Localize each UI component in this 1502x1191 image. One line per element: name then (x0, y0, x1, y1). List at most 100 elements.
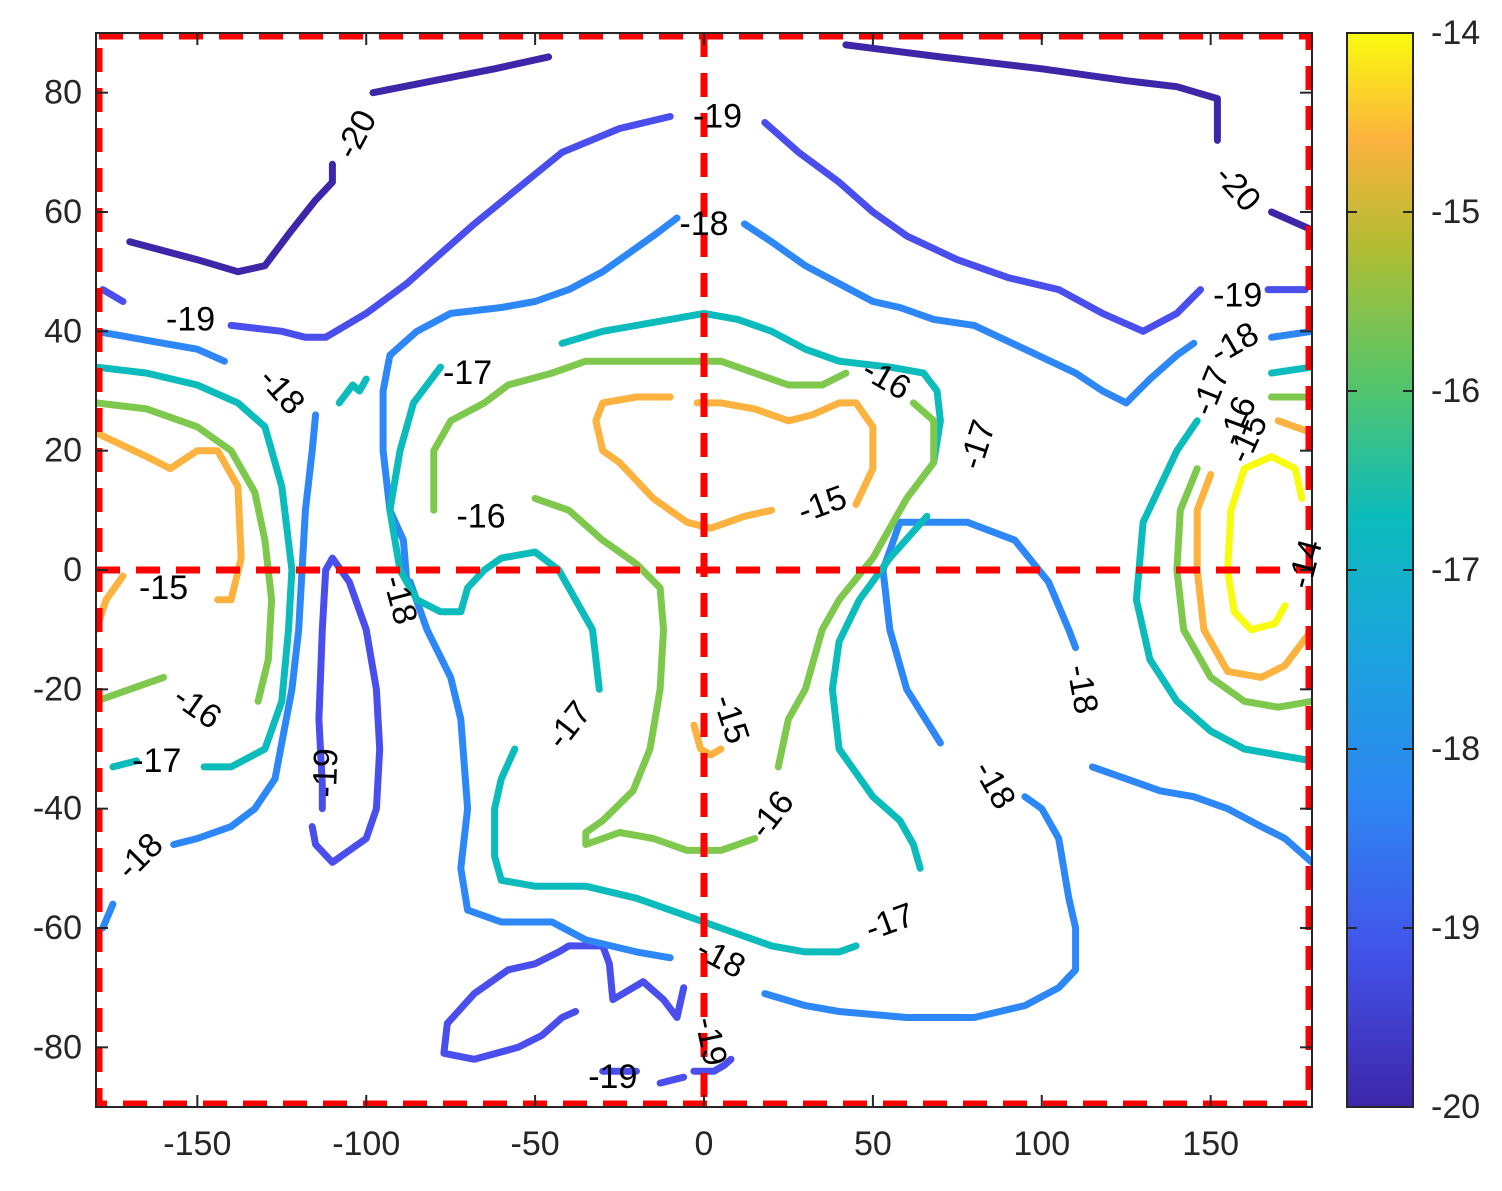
contour-line (126, 160, 336, 276)
contour-line (430, 357, 850, 514)
contour-line (1193, 471, 1312, 681)
axes: -150 -100 -50 0 50 100 150 -80 -60 -40 -20 0 20 40 60 8… (33, 32, 1313, 1163)
contour-label: -15 (705, 690, 756, 748)
contour-line (1088, 763, 1312, 866)
x-tick-label: -100 (332, 1125, 400, 1163)
y-tick-label: 80 (44, 74, 82, 112)
contour-line (99, 286, 127, 305)
colorbar-tick-label: -16 (1431, 372, 1480, 410)
contour-label: -20 (328, 104, 385, 165)
colorbar-tick-label: -15 (1431, 193, 1480, 231)
y-tick-label: 40 (44, 312, 82, 350)
y-tick-label: -40 (33, 790, 82, 828)
y-tick-label: -60 (33, 909, 82, 947)
y-tick-label: -20 (33, 670, 82, 708)
contour-line (690, 1055, 735, 1075)
contour-line (308, 554, 384, 866)
contour-line (842, 41, 1221, 144)
contour-label: -18 (679, 205, 728, 243)
contour-label: -17 (443, 354, 492, 392)
y-tick-label: 60 (44, 193, 82, 231)
contour-line (96, 399, 276, 705)
contour-line (440, 942, 688, 1063)
contour-line (828, 512, 931, 872)
contour-label: -19 (306, 748, 346, 798)
contour-level-15 (96, 393, 1312, 759)
contour-line (96, 429, 245, 604)
x-tick-label: 100 (1013, 1125, 1070, 1163)
contour-label: -17 (539, 694, 599, 756)
contour-line (369, 53, 553, 97)
contour-label: -17 (860, 896, 919, 949)
contour-labels: -20-20-19-19-19-19-19-19-18-18-18-18-18-… (109, 98, 1330, 1097)
contour-label: -16 (456, 497, 505, 535)
contour-label: -14 (1281, 535, 1330, 592)
x-tick-label: 0 (695, 1125, 714, 1163)
contour-label: -19 (687, 1013, 734, 1069)
contour-line (386, 363, 603, 693)
contour-line (656, 1073, 688, 1087)
x-tick-label: -50 (511, 1125, 560, 1163)
contour-line (741, 220, 1198, 407)
contour-line (592, 393, 776, 532)
contour-label: -18 (1059, 662, 1105, 717)
contour-label: -17 (132, 742, 181, 780)
contour-label: -18 (1204, 315, 1266, 372)
y-tick-label: 20 (44, 432, 82, 470)
contour-line (335, 375, 370, 407)
contour-line (99, 900, 117, 932)
x-tick-label: 50 (854, 1125, 892, 1163)
contour-line (406, 578, 674, 962)
colorbar-tick-label: -17 (1431, 551, 1480, 589)
contour-line (761, 793, 1080, 1021)
contour-line (761, 119, 1204, 335)
colorbar-tick-label: -19 (1431, 909, 1480, 947)
contour-line (879, 518, 1080, 747)
contour-line (690, 721, 725, 759)
contour-label: -15 (793, 478, 852, 531)
contour-label: -19 (588, 1058, 637, 1096)
contour-line (531, 494, 759, 854)
contour-level-14 (1224, 453, 1306, 634)
contour-label: -16 (856, 350, 918, 407)
contour-label: -18 (109, 826, 171, 888)
contour-level-16 (96, 357, 1312, 854)
x-tick-label: -150 (163, 1125, 231, 1163)
contour-line (227, 113, 674, 341)
contour-level-19 (99, 113, 1309, 1087)
colorbar-tick-label: -14 (1431, 14, 1480, 52)
contour-label: -18 (966, 754, 1023, 816)
contour-line (1268, 208, 1312, 234)
contour-level-17 (96, 309, 1312, 956)
contour-line (491, 745, 860, 956)
contour-label: -20 (1207, 157, 1268, 219)
contour-label: -19 (693, 98, 742, 136)
contour-level-20 (126, 41, 1312, 276)
y-tick-label: 0 (63, 551, 82, 589)
contour-lines (96, 41, 1312, 1087)
contour-line (774, 399, 938, 771)
contour-line (96, 363, 296, 771)
contour-label: -15 (139, 569, 188, 607)
contour-line (1224, 453, 1306, 634)
contour-line (1173, 465, 1312, 711)
colorbar-tick-label: -20 (1431, 1088, 1480, 1126)
x-tick-label: 150 (1182, 1125, 1239, 1163)
contour-line (109, 757, 140, 771)
colorbar-tick-label: -18 (1431, 730, 1480, 768)
colorbar: -20 -19 -18 -17 -16 -15 -14 (1346, 14, 1480, 1126)
contour-line (96, 673, 168, 705)
contour-line (96, 327, 228, 365)
y-tick-label: -80 (33, 1028, 82, 1066)
contour-line (693, 399, 877, 508)
contour-level-18 (96, 214, 1312, 1021)
contour-label: -19 (166, 300, 215, 338)
contour-label: -18 (251, 360, 312, 422)
contour-line (1268, 363, 1312, 377)
contour-label: -18 (375, 571, 424, 628)
contour-label: -16 (166, 678, 228, 737)
contour-label: -19 (1213, 277, 1262, 315)
contour-line (1132, 417, 1312, 765)
contour-line (558, 309, 944, 467)
